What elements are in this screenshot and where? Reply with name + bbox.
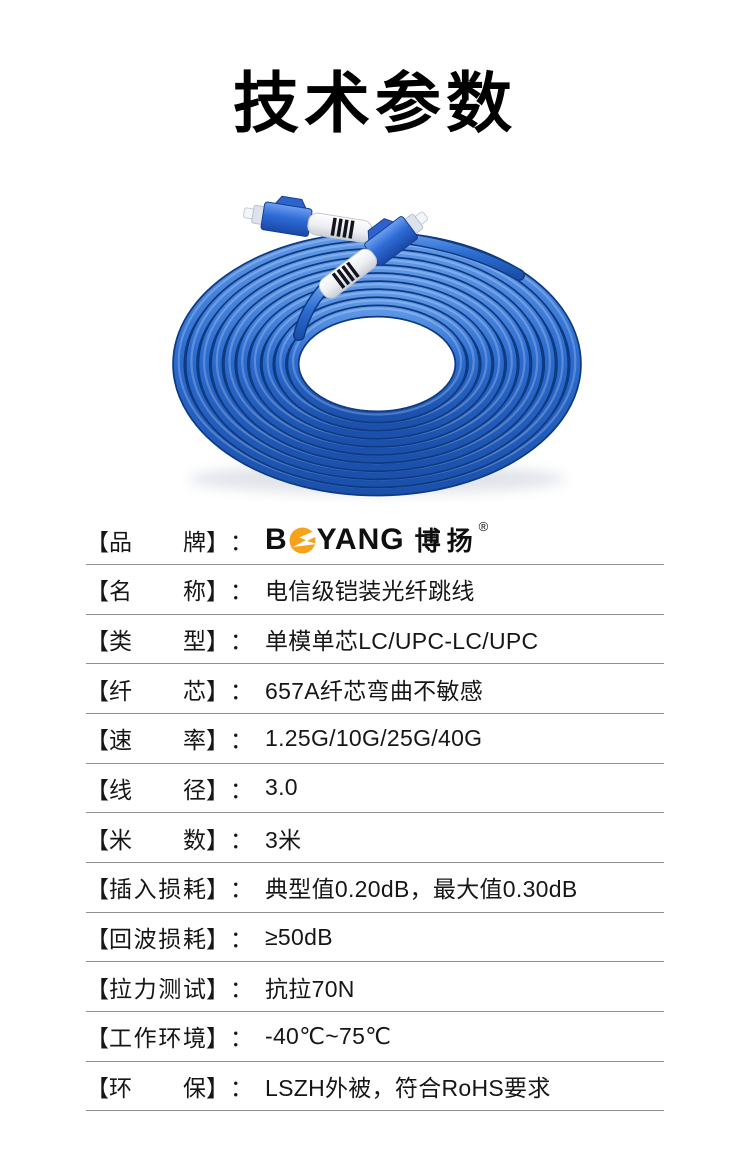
spec-label: 【线径】 — [86, 771, 229, 805]
bracket-close: 】 — [206, 876, 229, 903]
spec-value: ≥50dB — [265, 923, 333, 950]
boyang-logo-mark-icon — [289, 527, 316, 554]
colon: ： — [230, 926, 253, 953]
bracket-open: 【 — [86, 677, 109, 704]
spec-value: LSZH外被，符合RoHS要求 — [265, 1075, 551, 1102]
page-title: 技术参数 — [233, 66, 517, 140]
bracket-close: 】 — [206, 578, 229, 605]
bracket-close: 】 — [206, 677, 229, 704]
spec-row-operating-env: 【工作环境】 ： -40℃~75℃ — [86, 1012, 664, 1062]
bracket-open: 【 — [86, 528, 109, 555]
spec-label-text: 品牌 — [109, 528, 206, 555]
cable-coil — [172, 231, 582, 497]
spec-label: 【类型】 — [86, 622, 229, 656]
spec-label-text: 插入损耗 — [109, 876, 206, 903]
spec-row-diameter: 【线径】 ： 3.0 — [86, 764, 664, 814]
spec-label: 【回波损耗】 — [86, 920, 229, 954]
spec-value: 典型值0.20dB，最大值0.30dB — [265, 876, 578, 903]
bracket-close: 】 — [206, 826, 229, 853]
spec-label-text: 线径 — [109, 776, 206, 803]
bracket-open: 【 — [86, 627, 109, 654]
spec-row-brand: 【品牌】 ： B YANG 博扬 ® — [86, 515, 664, 565]
colon: ： — [230, 578, 253, 605]
spec-value: 657A纤芯弯曲不敏感 — [265, 677, 484, 704]
spec-label: 【插入损耗】 — [86, 870, 229, 904]
bracket-open: 【 — [86, 826, 109, 853]
spec-label: 【品牌】 — [86, 523, 229, 557]
spec-row-return-loss: 【回波损耗】 ： ≥50dB — [86, 913, 664, 963]
bracket-close: 】 — [206, 627, 229, 654]
spec-row-length: 【米数】 ： 3米 — [86, 813, 664, 863]
spec-label: 【纤芯】 — [86, 672, 229, 706]
spec-label-text: 回波损耗 — [109, 926, 206, 953]
colon: ： — [230, 1075, 253, 1102]
spec-label-text: 名称 — [109, 578, 206, 605]
colon: ： — [230, 677, 253, 704]
spec-label: 【工作环境】 — [86, 1019, 229, 1053]
bracket-close: 】 — [206, 528, 229, 555]
bracket-close: 】 — [206, 1025, 229, 1052]
bracket-open: 【 — [86, 727, 109, 754]
spec-label-text: 速率 — [109, 727, 206, 754]
bracket-close: 】 — [206, 975, 229, 1002]
bracket-open: 【 — [86, 1025, 109, 1052]
bracket-close: 】 — [206, 776, 229, 803]
colon: ： — [230, 975, 253, 1002]
bracket-open: 【 — [86, 975, 109, 1002]
colon: ： — [230, 727, 253, 754]
bracket-open: 【 — [86, 776, 109, 803]
product-image — [115, 177, 635, 509]
bracket-close: 】 — [206, 727, 229, 754]
spec-value: 单模单芯LC/UPC-LC/UPC — [265, 627, 539, 654]
spec-row-speed: 【速率】 ： 1.25G/10G/25G/40G — [86, 714, 664, 764]
spec-label-text: 纤芯 — [109, 677, 206, 704]
spec-value: 3.0 — [265, 774, 298, 801]
spec-value: 3米 — [265, 826, 302, 853]
spec-row-type: 【类型】 ： 单模单芯LC/UPC-LC/UPC — [86, 615, 664, 665]
brand-chinese: 博扬 — [414, 526, 479, 557]
colon: ： — [230, 826, 253, 853]
bracket-close: 】 — [206, 1075, 229, 1102]
spec-value: 电信级铠装光纤跳线 — [265, 578, 475, 605]
fiber-cable-photo — [172, 190, 582, 497]
brand-logo: B YANG 博扬 ® — [265, 519, 489, 558]
spec-label-text: 环保 — [109, 1075, 206, 1102]
colon: ： — [230, 776, 253, 803]
spec-row-name: 【名称】 ： 电信级铠装光纤跳线 — [86, 565, 664, 615]
spec-row-insertion-loss: 【插入损耗】 ： 典型值0.20dB，最大值0.30dB — [86, 863, 664, 913]
spec-label: 【速率】 — [86, 721, 229, 755]
registered-trademark-icon: ® — [478, 519, 489, 535]
spec-label-text: 拉力测试 — [109, 975, 206, 1002]
spec-label: 【环保】 — [86, 1069, 229, 1103]
bracket-close: 】 — [206, 926, 229, 953]
colon: ： — [230, 528, 253, 555]
lc-connector-left — [241, 190, 376, 248]
bracket-open: 【 — [86, 926, 109, 953]
bracket-open: 【 — [86, 578, 109, 605]
spec-row-fiber-core: 【纤芯】 ： 657A纤芯弯曲不敏感 — [86, 664, 664, 714]
spec-label-text: 工作环境 — [109, 1025, 206, 1052]
spec-label-text: 米数 — [109, 826, 206, 853]
spec-label: 【米数】 — [86, 821, 229, 855]
bracket-open: 【 — [86, 1075, 109, 1102]
specs-table: 【品牌】 ： B YANG 博扬 ® 【名称】 ： 电信级铠装光纤跳线 【类型】… — [86, 515, 664, 1112]
spec-value: 1.25G/10G/25G/40G — [265, 724, 483, 751]
spec-row-tension-test: 【拉力测试】 ： 抗拉70N — [86, 962, 664, 1013]
spec-label-text: 类型 — [109, 627, 206, 654]
spec-value: -40℃~75℃ — [265, 1022, 392, 1049]
spec-label: 【名称】 — [86, 572, 229, 606]
bracket-open: 【 — [86, 876, 109, 903]
brand-latin-rest: YANG — [316, 522, 405, 556]
spec-row-environmental: 【环保】 ： LSZH外被，符合RoHS要求 — [86, 1062, 664, 1112]
spec-value: 抗拉70N — [265, 975, 355, 1002]
spec-label: 【拉力测试】 — [86, 970, 229, 1004]
colon: ： — [230, 876, 253, 903]
colon: ： — [230, 627, 253, 654]
colon: ： — [230, 1025, 253, 1052]
brand-latin-first: B — [265, 522, 288, 556]
